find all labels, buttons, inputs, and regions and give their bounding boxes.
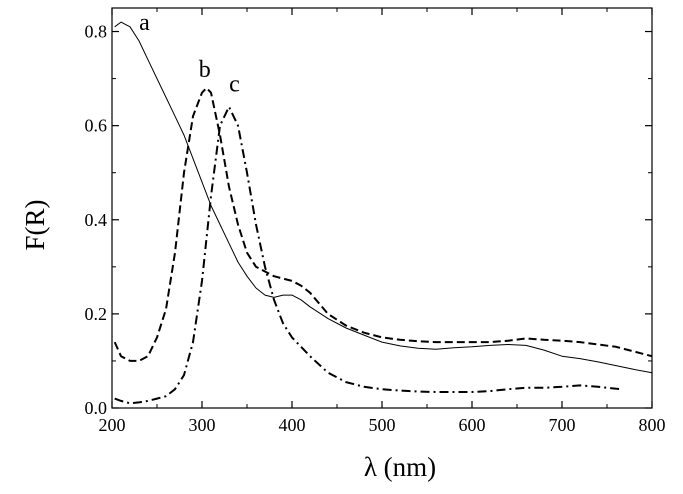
y-axis-title: F(R) bbox=[20, 199, 50, 250]
y-tick-label: 0.8 bbox=[85, 22, 108, 42]
y-tick-label: 0.0 bbox=[85, 398, 108, 418]
x-tick-label: 400 bbox=[279, 415, 306, 435]
plot-area bbox=[111, 7, 653, 409]
curve-label-c: c bbox=[229, 71, 240, 97]
series-line-c bbox=[114, 105, 621, 405]
y-tick-label: 0.2 bbox=[85, 304, 108, 324]
y-tick-label: 0.4 bbox=[85, 210, 108, 230]
x-axis-title: λ (nm) bbox=[364, 452, 436, 482]
curve-label-b: b bbox=[199, 57, 211, 83]
x-tick-label: 800 bbox=[639, 415, 666, 435]
x-tick-label: 600 bbox=[459, 415, 486, 435]
plot-frame bbox=[111, 7, 653, 409]
y-tick-label: 0.6 bbox=[85, 116, 108, 136]
x-tick-label: 300 bbox=[189, 415, 216, 435]
curve-label-a: a bbox=[139, 10, 150, 36]
x-tick-label: 500 bbox=[369, 415, 396, 435]
x-tick-label: 700 bbox=[549, 415, 576, 435]
x-tick-label: 200 bbox=[99, 415, 126, 435]
series-line-a bbox=[114, 21, 653, 374]
axes-layer: 200 300 400 500 600 700 800 0.0 0.2 0.4 0.6 0.8 bbox=[85, 8, 666, 435]
series-layer: a bc bbox=[113, 10, 653, 405]
